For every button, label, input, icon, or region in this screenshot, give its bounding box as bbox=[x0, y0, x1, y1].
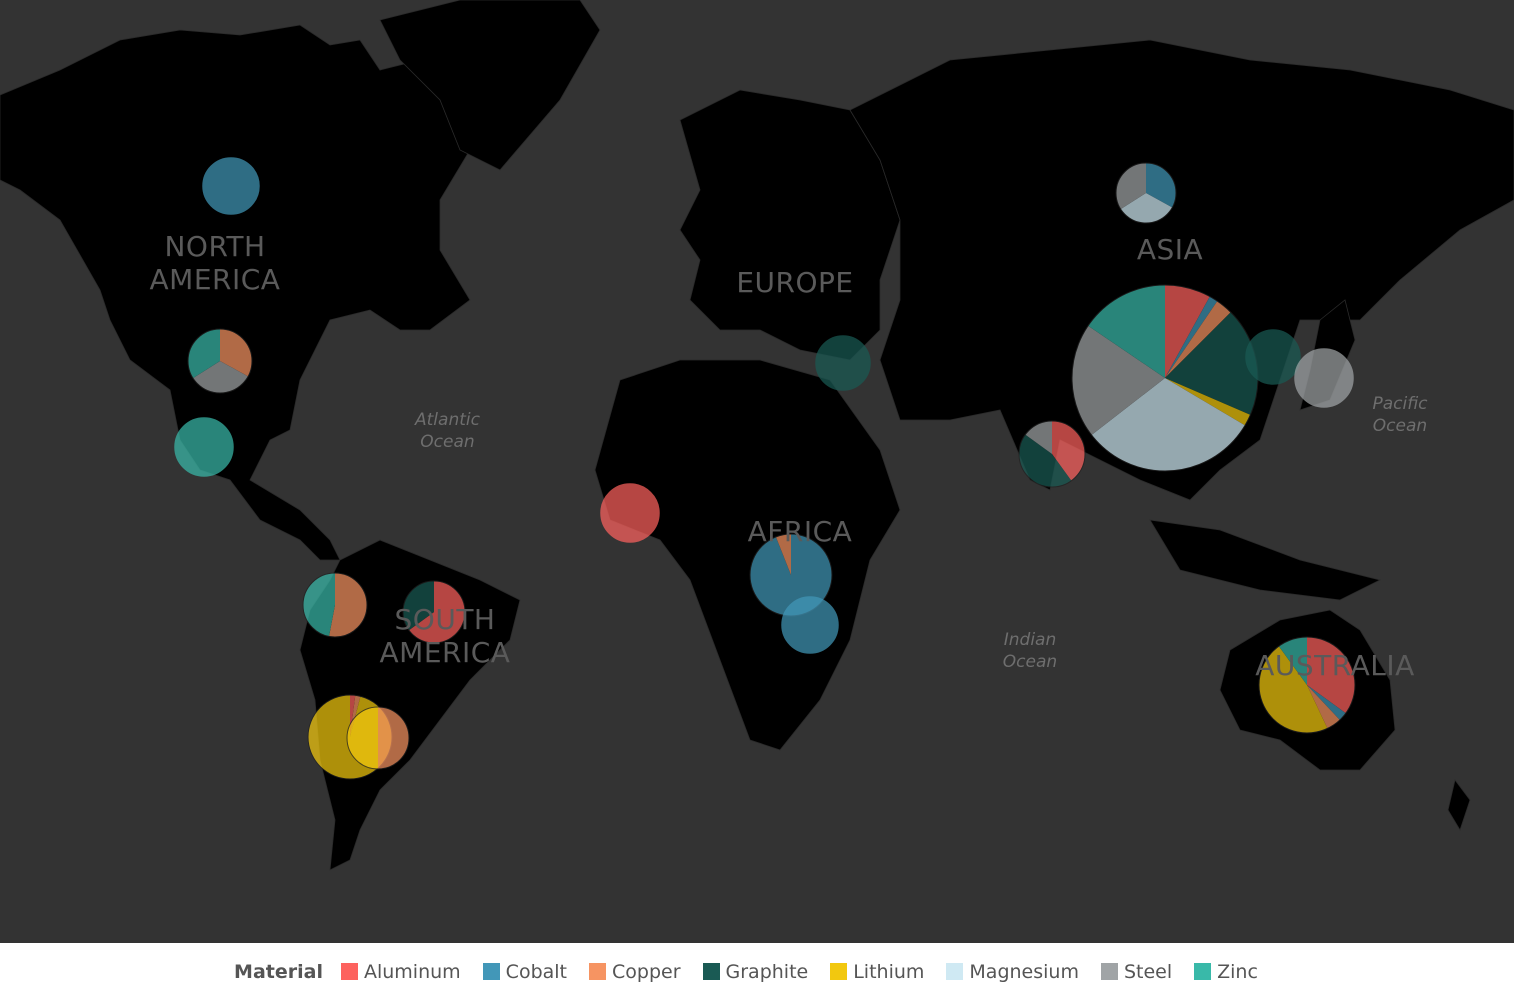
pie-slice-steel[interactable] bbox=[1116, 163, 1146, 210]
pie-outline bbox=[187, 328, 253, 394]
pie-slice-aluminum[interactable] bbox=[1307, 637, 1355, 714]
new-zealand-landmass bbox=[1447, 779, 1471, 831]
pie-mexico[interactable] bbox=[174, 417, 234, 477]
pie-slice-copper[interactable] bbox=[775, 534, 791, 575]
asia-landmass bbox=[849, 39, 1514, 501]
pie-argentina[interactable] bbox=[346, 706, 410, 770]
pie-outline bbox=[1115, 162, 1177, 224]
pie-slice-copper[interactable] bbox=[220, 329, 252, 377]
pie-slice-steel[interactable] bbox=[192, 361, 249, 394]
pie-slice-aluminum[interactable] bbox=[1052, 421, 1086, 481]
pie-slice-magnesium[interactable] bbox=[1120, 193, 1173, 223]
pie-slice-aluminum[interactable] bbox=[600, 483, 660, 543]
legend-swatch bbox=[340, 963, 358, 980]
pie-slice-graphite[interactable] bbox=[403, 581, 434, 631]
pie-outline bbox=[1018, 420, 1086, 488]
pie-slice-cobalt[interactable] bbox=[1146, 163, 1176, 208]
pie-slice-copper[interactable] bbox=[329, 573, 368, 637]
pie-china[interactable] bbox=[1071, 284, 1259, 472]
pie-outline bbox=[346, 706, 410, 770]
world-map bbox=[0, 0, 1514, 871]
pie-japan[interactable] bbox=[1294, 348, 1354, 408]
pie-slice-zinc[interactable] bbox=[303, 573, 335, 637]
pie-slice-cobalt[interactable] bbox=[781, 596, 839, 654]
pie-slice-zinc[interactable] bbox=[1088, 285, 1165, 378]
pie-outline bbox=[402, 580, 466, 644]
greenland-landmass bbox=[379, 0, 601, 171]
north-america-landmass bbox=[0, 24, 471, 561]
legend-swatch bbox=[702, 963, 720, 980]
pie-canada[interactable] bbox=[202, 157, 260, 215]
legend-swatch bbox=[1194, 963, 1212, 980]
pie-turkey[interactable] bbox=[815, 335, 871, 391]
pie-slice-steel[interactable] bbox=[1025, 421, 1052, 454]
africa-landmass bbox=[594, 359, 901, 751]
pie-brazil[interactable] bbox=[402, 580, 466, 644]
pie-slice-copper[interactable] bbox=[378, 707, 409, 769]
pie-slice-zinc[interactable] bbox=[187, 329, 220, 379]
pie-russia[interactable] bbox=[1115, 162, 1177, 224]
pie-slice-lithium[interactable] bbox=[347, 707, 378, 769]
legend-label: Cobalt bbox=[505, 960, 567, 983]
legend-label: Copper bbox=[612, 960, 681, 983]
legend: Material Aluminum Cobalt Copper Graphite Lit… bbox=[0, 943, 1514, 1000]
pie-slice-lithium[interactable] bbox=[1165, 378, 1251, 426]
pie-slice-aluminum[interactable] bbox=[1165, 285, 1210, 378]
legend-swatch bbox=[589, 963, 606, 980]
pie-guinea[interactable] bbox=[600, 483, 660, 543]
pie-slice-graphite[interactable] bbox=[1019, 434, 1072, 488]
legend-item-steel[interactable]: Steel bbox=[1100, 960, 1173, 983]
map-canvas[interactable]: NORTH AMERICA EUROPE ASIA AFRICA SOUTH A… bbox=[0, 0, 1514, 943]
legend-label: Graphite bbox=[725, 960, 809, 983]
pie-india[interactable] bbox=[1018, 420, 1086, 488]
pie-slice-copper[interactable] bbox=[1165, 301, 1231, 378]
pie-slice-steel[interactable] bbox=[1072, 325, 1165, 436]
legend-swatch bbox=[830, 963, 848, 980]
pie-slice-cobalt[interactable] bbox=[1165, 296, 1218, 378]
legend-label: Lithium bbox=[853, 960, 925, 983]
pie-peru[interactable] bbox=[302, 572, 368, 638]
pie-slice-graphite[interactable] bbox=[1245, 329, 1301, 385]
pie-slice-zinc[interactable] bbox=[1278, 637, 1307, 685]
legend-item-aluminum[interactable]: Aluminum bbox=[340, 960, 461, 983]
pie-slice-graphite[interactable] bbox=[815, 335, 871, 391]
pie-outline bbox=[1258, 636, 1356, 734]
legend-item-lithium[interactable]: Lithium bbox=[830, 961, 924, 983]
legend-label: Aluminum bbox=[363, 960, 461, 983]
pie-slice-graphite[interactable] bbox=[1165, 312, 1259, 415]
legend-label: Zinc bbox=[1217, 960, 1258, 983]
pie-zambia[interactable] bbox=[781, 596, 839, 654]
legend-item-graphite[interactable]: Graphite bbox=[702, 960, 809, 983]
pie-markers[interactable] bbox=[174, 157, 1356, 780]
indonesia-landmass bbox=[1149, 519, 1382, 601]
legend-item-zinc[interactable]: Zinc bbox=[1194, 961, 1258, 983]
legend-label: Magnesium bbox=[969, 960, 1079, 983]
pie-slice-cobalt[interactable] bbox=[1307, 685, 1346, 720]
legend-item-magnesium[interactable]: Magnesium bbox=[946, 961, 1079, 983]
pie-korea[interactable] bbox=[1245, 329, 1301, 385]
legend-swatch bbox=[482, 963, 500, 980]
legend-item-cobalt[interactable]: Cobalt bbox=[482, 960, 567, 983]
pie-slice-aluminum[interactable] bbox=[408, 581, 465, 643]
legend-title: Material bbox=[234, 960, 323, 983]
legend-swatch bbox=[1100, 963, 1118, 980]
pie-usa[interactable] bbox=[187, 328, 253, 394]
pie-slice-copper[interactable] bbox=[1307, 685, 1340, 729]
pie-slice-cobalt[interactable] bbox=[202, 157, 260, 215]
pie-slice-steel[interactable] bbox=[1294, 348, 1354, 408]
pie-slice-lithium[interactable] bbox=[1259, 646, 1328, 734]
pie-australia[interactable] bbox=[1258, 636, 1356, 734]
pie-outline bbox=[302, 572, 368, 638]
pie-slice-zinc[interactable] bbox=[174, 417, 234, 477]
legend-swatch bbox=[946, 963, 964, 980]
legend-item-copper[interactable]: Copper bbox=[589, 961, 681, 983]
pie-slice-magnesium[interactable] bbox=[1091, 378, 1246, 471]
legend-items: Aluminum Cobalt Copper Graphite Lithium Magne… bbox=[340, 960, 1280, 983]
legend-label: Steel bbox=[1123, 960, 1173, 983]
